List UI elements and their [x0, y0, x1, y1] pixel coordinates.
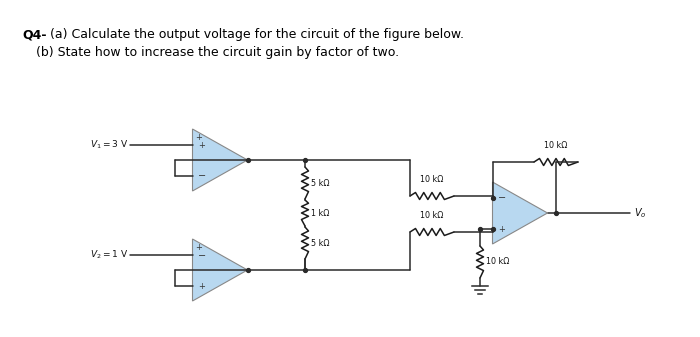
- Text: $V_o$: $V_o$: [634, 206, 647, 220]
- Text: 10 kΩ: 10 kΩ: [420, 175, 444, 184]
- Polygon shape: [193, 239, 248, 301]
- Text: (b) State how to increase the circuit gain by factor of two.: (b) State how to increase the circuit ga…: [36, 46, 399, 59]
- Text: +: +: [199, 282, 205, 291]
- Text: +: +: [195, 133, 202, 143]
- Text: 10 kΩ: 10 kΩ: [545, 141, 568, 150]
- Text: Q4-: Q4-: [22, 28, 46, 41]
- Text: +: +: [199, 141, 205, 150]
- Text: +: +: [195, 244, 202, 252]
- Polygon shape: [493, 182, 547, 244]
- Text: −: −: [498, 193, 505, 204]
- Polygon shape: [193, 129, 248, 191]
- Text: −: −: [197, 172, 206, 182]
- Text: 10 kΩ: 10 kΩ: [420, 211, 444, 220]
- Text: 5 kΩ: 5 kΩ: [311, 239, 330, 247]
- Text: $V_2=1$ V: $V_2=1$ V: [90, 248, 128, 261]
- Text: 10 kΩ: 10 kΩ: [486, 257, 510, 267]
- Text: +: +: [498, 225, 505, 234]
- Text: (a) Calculate the output voltage for the circuit of the figure below.: (a) Calculate the output voltage for the…: [50, 28, 464, 41]
- Text: −: −: [197, 250, 206, 261]
- Text: $V_1=3$ V: $V_1=3$ V: [90, 138, 128, 151]
- Text: 1 kΩ: 1 kΩ: [311, 209, 330, 217]
- Text: 5 kΩ: 5 kΩ: [311, 179, 330, 187]
